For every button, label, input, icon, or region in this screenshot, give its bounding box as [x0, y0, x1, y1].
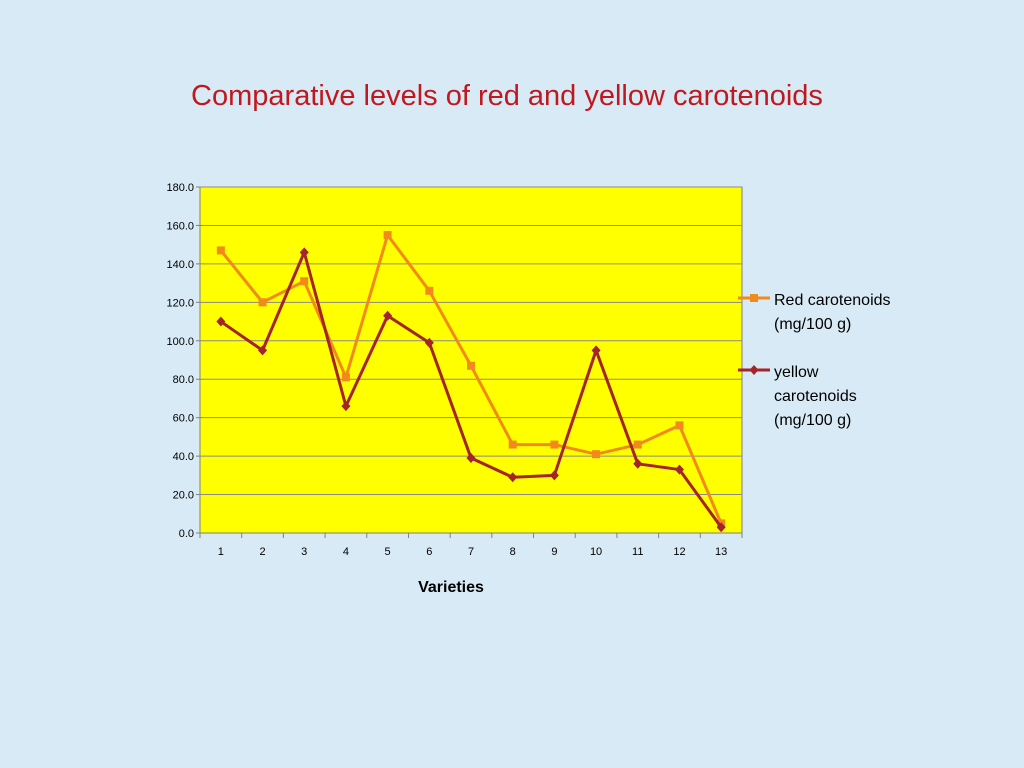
- red-carotenoids-point: [216, 246, 225, 255]
- yellow-carotenoids-point: [258, 345, 268, 356]
- red-carotenoids-point: [300, 277, 309, 286]
- series-lines: [216, 231, 726, 533]
- x-tick-label: 6: [426, 546, 432, 558]
- slide-title: Comparative levels of red and yellow car…: [191, 80, 823, 112]
- legend-label: (mg/100 g): [774, 316, 851, 333]
- red-carotenoids-point: [550, 440, 559, 449]
- gridlines: [196, 186, 742, 534]
- x-tick-label: 8: [510, 546, 516, 558]
- legend-label: (mg/100 g): [774, 412, 851, 429]
- red-carotenoids-point: [425, 286, 434, 295]
- yellow-carotenoids-point: [341, 401, 351, 412]
- yellow-carotenoids-point: [674, 464, 684, 475]
- axes: [199, 187, 743, 538]
- yellow-carotenoids-point: [549, 470, 559, 481]
- y-tick-label: 60.0: [173, 413, 194, 425]
- y-tick-label: 20.0: [173, 490, 194, 502]
- red-carotenoids-point: [467, 361, 475, 370]
- red-carotenoids-point: [675, 421, 684, 430]
- red-carotenoids-point: [341, 373, 350, 382]
- plot-area: [199, 186, 743, 534]
- x-tick-label: 3: [301, 546, 307, 558]
- yellow-carotenoids-point: [716, 522, 726, 533]
- yellow-carotenoids-point: [633, 458, 643, 469]
- red-carotenoids-point: [633, 440, 642, 449]
- y-tick-label: 120.0: [166, 297, 194, 309]
- yellow-carotenoids-point: [424, 337, 434, 348]
- y-tick-label: 180.0: [166, 182, 194, 194]
- y-tick-label: 100.0: [166, 336, 194, 348]
- legend-marker: [749, 365, 759, 375]
- y-tick-label: 140.0: [166, 259, 194, 271]
- x-tick-label: 7: [468, 546, 474, 558]
- red-carotenoids-point: [383, 231, 392, 240]
- yellow-carotenoids-point: [299, 247, 309, 258]
- yellow-carotenoids-point: [591, 345, 601, 356]
- yellow-carotenoids-point: [383, 310, 393, 321]
- legend: Red carotenoids (mg/100 g) yellow carotenoi…: [738, 292, 891, 429]
- x-tick-label: 4: [343, 546, 349, 558]
- x-tick-label: 1: [218, 546, 224, 558]
- yellow-carotenoids-point: [508, 472, 518, 483]
- x-tick-label: 10: [590, 546, 602, 558]
- x-tick-label: 2: [259, 546, 265, 558]
- y-tick-label: 80.0: [173, 374, 194, 386]
- x-tick-label: 11: [632, 546, 643, 558]
- red-carotenoids-point: [592, 450, 601, 459]
- legend-label: carotenoids: [774, 388, 857, 405]
- y-tick-label: 160.0: [166, 220, 194, 232]
- y-tick-label: 0.0: [179, 528, 194, 540]
- x-tick-label: 9: [551, 546, 557, 558]
- red-carotenoids-point: [508, 440, 517, 449]
- yellow-carotenoids-point: [216, 316, 226, 327]
- y-tick-label: 40.0: [173, 451, 194, 463]
- x-tick-label: 5: [385, 546, 391, 558]
- x-tick-label: 12: [673, 546, 685, 558]
- x-tick-label: 13: [715, 546, 727, 558]
- red-carotenoids-point: [258, 298, 267, 307]
- yellow-carotenoids-point: [466, 453, 476, 464]
- legend-label: yellow: [774, 364, 819, 381]
- legend-marker: [750, 294, 758, 302]
- plot-background: [199, 186, 743, 534]
- x-axis-title: Varieties: [418, 579, 484, 596]
- legend-label: Red carotenoids: [774, 292, 891, 309]
- tick-labels: 0.0 20.0 40.0 60.0 80.0 100.0 120.0 140.0 160.0 1…: [166, 182, 727, 558]
